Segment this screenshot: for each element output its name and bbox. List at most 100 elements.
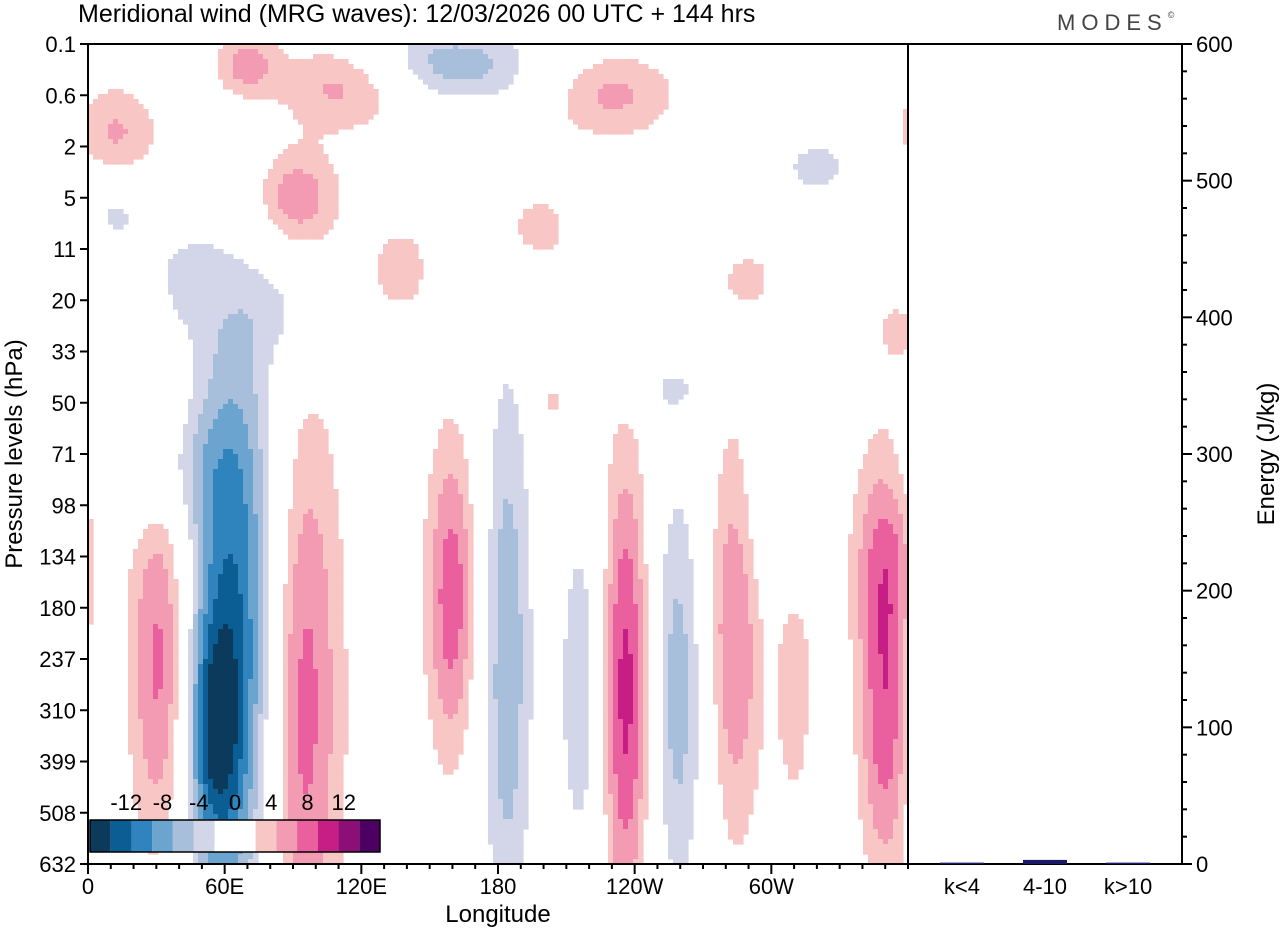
heatmap-cell [253, 69, 259, 75]
heatmap-cell [263, 309, 269, 315]
heatmap-cell [248, 304, 254, 310]
heatmap-cell [283, 604, 289, 610]
heatmap-cell [873, 449, 879, 455]
heatmap-cell [883, 454, 889, 460]
heatmap-cell [903, 509, 908, 515]
heatmap-cell [203, 479, 209, 485]
heatmap-cell [573, 599, 579, 605]
heatmap-cell [398, 279, 404, 285]
heatmap-cell [343, 69, 349, 75]
heatmap-cell [623, 559, 629, 565]
heatmap-cell [258, 339, 264, 345]
heatmap-cell [663, 89, 669, 95]
heatmap-cell [513, 434, 519, 440]
heatmap-cell [88, 119, 94, 125]
heatmap-cell [513, 584, 519, 590]
heatmap-cell [138, 584, 144, 590]
heatmap-cell [603, 119, 609, 125]
heatmap-cell [308, 164, 314, 170]
heatmap-cell [133, 109, 139, 115]
heatmap-cell [723, 454, 729, 460]
heatmap-cell [138, 554, 144, 560]
heatmap-cell [408, 244, 414, 250]
heatmap-cell [883, 519, 889, 525]
heatmap-cell [303, 189, 309, 195]
heatmap-cell [328, 509, 334, 515]
heatmap-cell [323, 169, 329, 175]
heatmap-cell [223, 84, 229, 90]
heatmap-cell [168, 549, 174, 555]
heatmap-cell [193, 394, 199, 400]
heatmap-cell [743, 534, 749, 540]
heatmap-cell [448, 514, 454, 520]
heatmap-cell [253, 59, 259, 65]
heatmap-cell [208, 544, 214, 550]
heatmap-cell [143, 109, 149, 115]
heatmap-cell [423, 539, 429, 545]
heatmap-cell [213, 614, 219, 620]
heatmap-cell [748, 579, 754, 585]
heatmap-cell [238, 594, 244, 600]
heatmap-cell [733, 614, 739, 620]
heatmap-cell [228, 469, 234, 475]
heatmap-cell [603, 589, 609, 595]
heatmap-cell [608, 504, 614, 510]
heatmap-cell [893, 309, 899, 315]
heatmap-cell [608, 479, 614, 485]
heatmap-cell [198, 569, 204, 575]
heatmap-cell [133, 104, 139, 110]
heatmap-cell [108, 154, 114, 160]
heatmap-cell [678, 604, 684, 610]
heatmap-cell [258, 299, 264, 305]
heatmap-cell [453, 494, 459, 500]
heatmap-cell [188, 524, 194, 530]
heatmap-cell [888, 539, 894, 545]
heatmap-cell [313, 534, 319, 540]
heatmap-cell [603, 109, 609, 115]
heatmap-cell [143, 129, 149, 135]
heatmap-cell [518, 609, 524, 615]
heatmap-cell [853, 559, 859, 565]
heatmap-cell [313, 559, 319, 565]
heatmap-cell [903, 334, 908, 340]
heatmap-cell [413, 289, 419, 295]
heatmap-cell [308, 599, 314, 605]
heatmap-cell [183, 304, 189, 310]
heatmap-cell [498, 439, 504, 445]
heatmap-cell [333, 184, 339, 190]
heatmap-cell [213, 384, 219, 390]
heatmap-cell [248, 589, 254, 595]
heatmap-cell [208, 359, 214, 365]
heatmap-cell [398, 239, 404, 245]
heatmap-cell [333, 599, 339, 605]
heatmap-cell [193, 549, 199, 555]
heatmap-cell [608, 484, 614, 490]
heatmap-cell [873, 519, 879, 525]
heatmap-cell [168, 544, 174, 550]
heatmap-cell [458, 489, 464, 495]
heatmap-cell [303, 119, 309, 125]
heatmap-cell [633, 119, 639, 125]
heatmap-cell [318, 579, 324, 585]
heatmap-cell [438, 479, 444, 485]
heatmap-cell [528, 219, 534, 225]
heatmap-cell [238, 429, 244, 435]
heatmap-cell [638, 109, 644, 115]
heatmap-cell [458, 64, 464, 70]
heatmap-cell [663, 579, 669, 585]
heatmap-cell [493, 554, 499, 560]
heatmap-cell [323, 469, 329, 475]
heatmap-cell [123, 139, 129, 145]
heatmap-cell [673, 574, 679, 580]
heatmap-cell [583, 119, 589, 125]
heatmap-cell [868, 574, 874, 580]
heatmap-cell [303, 419, 309, 425]
heatmap-cell [448, 444, 454, 450]
heatmap-cell [733, 289, 739, 295]
heatmap-cell [258, 359, 264, 365]
heatmap-cell [813, 169, 819, 175]
heatmap-cell [403, 249, 409, 255]
heatmap-cell [888, 339, 894, 345]
heatmap-cell [388, 244, 394, 250]
heatmap-cell [688, 584, 694, 590]
